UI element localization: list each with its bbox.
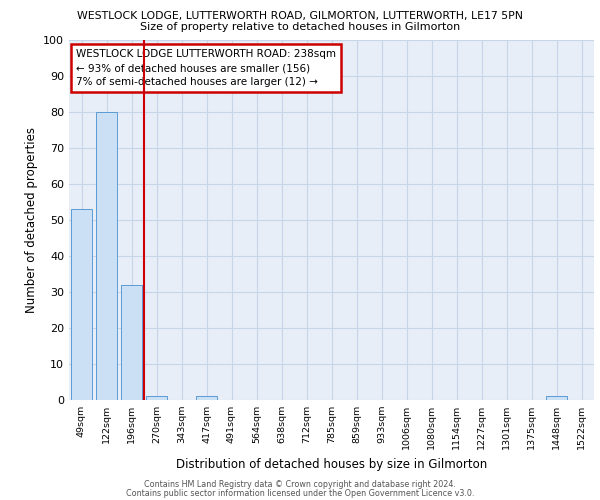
- Text: Size of property relative to detached houses in Gilmorton: Size of property relative to detached ho…: [140, 22, 460, 32]
- Bar: [121, 285, 142, 400]
- Text: Contains HM Land Registry data © Crown copyright and database right 2024.: Contains HM Land Registry data © Crown c…: [144, 480, 456, 489]
- Bar: [196, 396, 217, 400]
- Text: WESTLOCK LODGE LUTTERWORTH ROAD: 238sqm
← 93% of detached houses are smaller (15: WESTLOCK LODGE LUTTERWORTH ROAD: 238sqm …: [76, 49, 336, 87]
- Y-axis label: Number of detached properties: Number of detached properties: [25, 127, 38, 313]
- Bar: [71, 209, 92, 400]
- Bar: [546, 396, 567, 400]
- X-axis label: Distribution of detached houses by size in Gilmorton: Distribution of detached houses by size …: [176, 458, 487, 470]
- Bar: [146, 396, 167, 400]
- Text: Contains public sector information licensed under the Open Government Licence v3: Contains public sector information licen…: [126, 488, 474, 498]
- Bar: [96, 112, 117, 400]
- Text: WESTLOCK LODGE, LUTTERWORTH ROAD, GILMORTON, LUTTERWORTH, LE17 5PN: WESTLOCK LODGE, LUTTERWORTH ROAD, GILMOR…: [77, 11, 523, 21]
